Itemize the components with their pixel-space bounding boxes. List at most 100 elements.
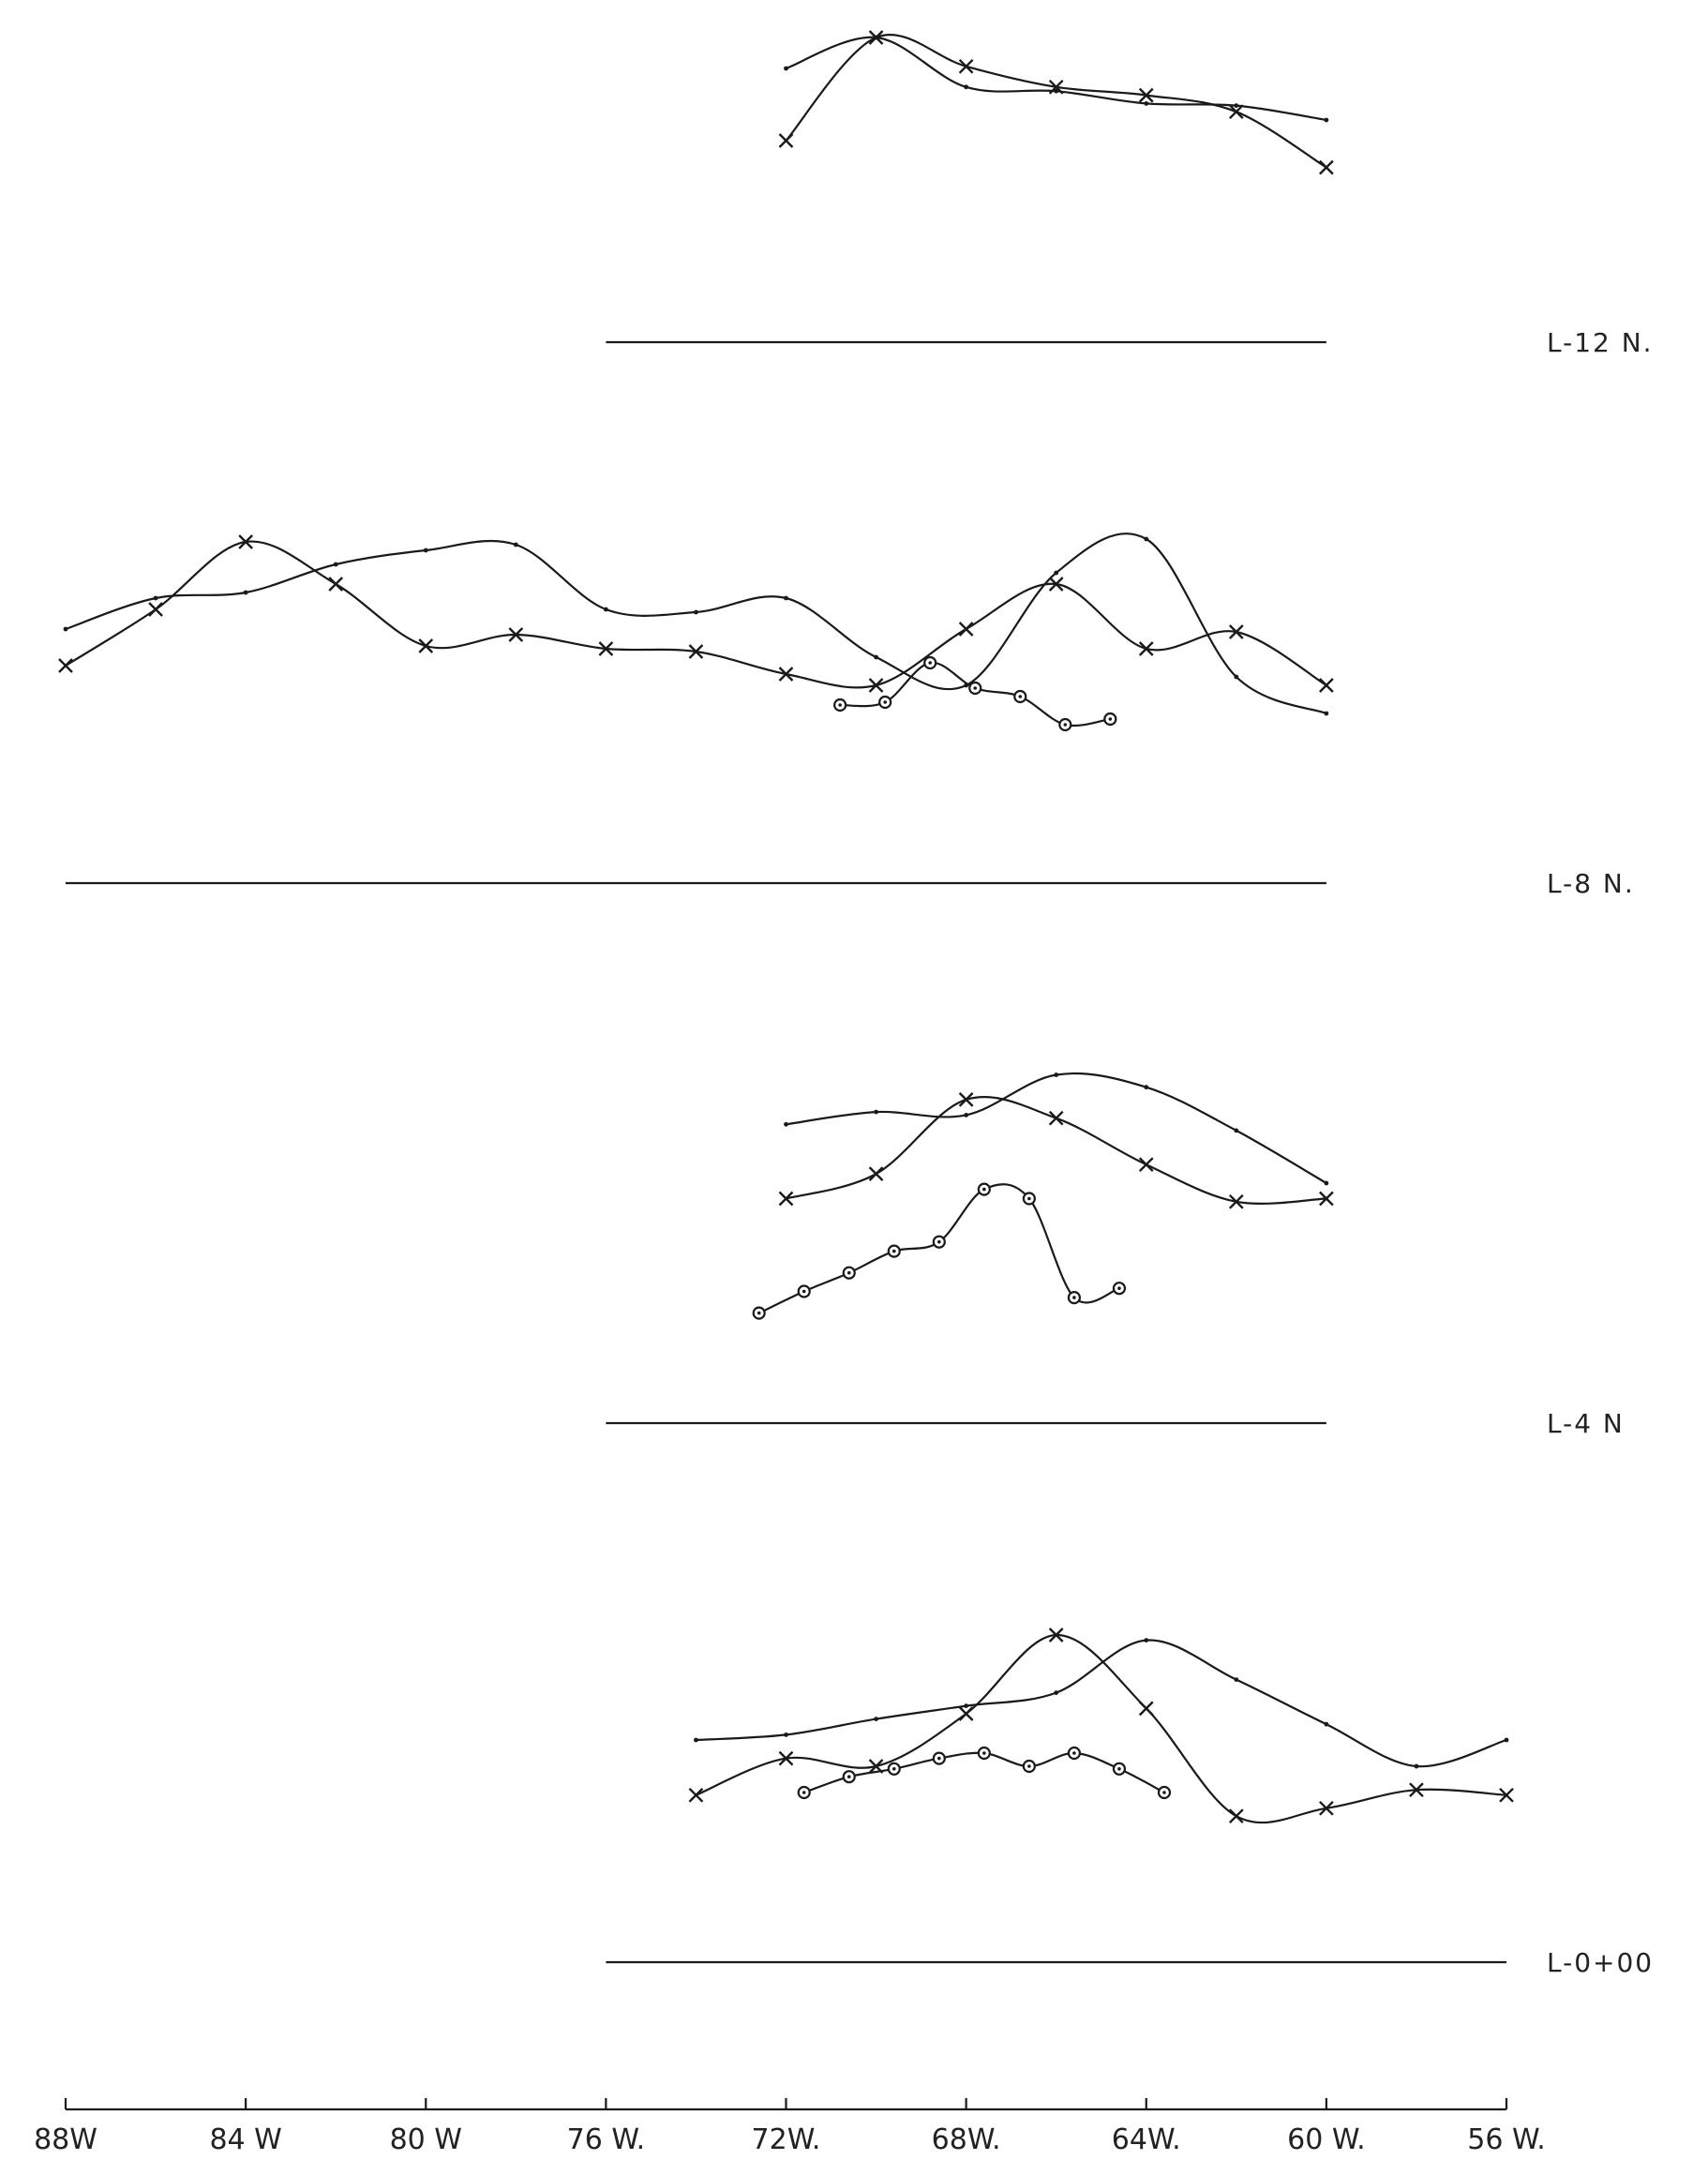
- x-marker-stroke: [238, 534, 253, 549]
- dot-point: [784, 66, 788, 71]
- dot-point: [874, 35, 878, 40]
- circle-dot-marker: [932, 1751, 946, 1765]
- circle-dot-core: [928, 661, 932, 665]
- panels-layer: L-12 N. L-8 N. L-4 N L-0+00: [58, 30, 1652, 1978]
- x-marker: [1319, 1800, 1334, 1816]
- circle-dot-core: [937, 1239, 941, 1244]
- dot-point: [1144, 536, 1149, 542]
- x-tick-label: 76 W.: [567, 2123, 645, 2156]
- circle-dot-core: [1117, 1286, 1121, 1290]
- profile-panel: L-0+00: [606, 1628, 1652, 1978]
- dot-point: [1234, 1128, 1239, 1133]
- dot-point: [1144, 1085, 1149, 1090]
- dot-point: [153, 595, 158, 601]
- x-marker: [1138, 87, 1154, 103]
- circle-dot-core: [1162, 1791, 1166, 1794]
- dot-point: [1234, 1677, 1239, 1682]
- x-marker-stroke: [1138, 641, 1154, 656]
- series-line: [695, 1633, 1507, 1824]
- circle-dot-core: [891, 1767, 896, 1771]
- profile-panel: L-8 N.: [58, 532, 1633, 899]
- series-line: [65, 532, 1327, 715]
- series-line: [65, 540, 1327, 689]
- x-marker-stroke: [418, 638, 434, 653]
- x-marker-stroke: [58, 658, 73, 673]
- x-marker: [1138, 1157, 1154, 1173]
- dot-point: [333, 562, 338, 567]
- x-marker: [958, 1092, 974, 1107]
- circle-dot-core: [802, 1289, 806, 1294]
- x-marker-stroke: [1138, 1701, 1154, 1717]
- x-marker: [58, 658, 73, 673]
- circle-dot-core: [1018, 695, 1023, 698]
- data-series: [688, 1628, 1514, 1824]
- dot-point: [1234, 674, 1239, 680]
- circle-dot-marker: [1067, 1290, 1082, 1305]
- circle-dot-core: [1117, 1767, 1121, 1771]
- circle-dot-marker: [977, 1746, 991, 1761]
- x-marker: [688, 1787, 704, 1803]
- x-marker-stroke: [1319, 678, 1334, 693]
- x-marker-stroke: [1048, 577, 1064, 592]
- x-tick-label: 64W.: [1112, 2123, 1181, 2156]
- circle-dot-marker: [887, 1244, 901, 1258]
- dot-point: [1324, 711, 1329, 716]
- x-marker-stroke: [1319, 1800, 1334, 1816]
- x-tick-label: 56 W.: [1467, 2123, 1545, 2156]
- x-marker-stroke: [1228, 1808, 1244, 1824]
- circle-dot-marker: [887, 1762, 901, 1776]
- x-marker: [1228, 1808, 1244, 1824]
- x-marker-stroke: [688, 1787, 704, 1803]
- x-marker: [1499, 1787, 1514, 1803]
- circle-dot-marker: [932, 1235, 946, 1249]
- dot-point: [1504, 1737, 1509, 1743]
- dot-point: [784, 1121, 788, 1127]
- x-marker: [1319, 678, 1334, 693]
- dot-point: [964, 84, 969, 90]
- data-series: [784, 1072, 1329, 1186]
- x-marker: [868, 1166, 884, 1181]
- x-marker: [958, 622, 974, 637]
- dot-point: [63, 626, 68, 632]
- x-marker-stroke: [1138, 1157, 1154, 1173]
- x-marker-stroke: [688, 644, 704, 659]
- dot-point: [1054, 88, 1059, 94]
- circle-dot-marker: [833, 698, 847, 712]
- x-marker-stroke: [778, 1191, 794, 1207]
- x-marker-stroke: [778, 133, 794, 148]
- x-marker-stroke: [1499, 1787, 1514, 1803]
- x-marker: [778, 667, 794, 682]
- data-series: [63, 532, 1329, 716]
- dot-point: [1234, 103, 1239, 108]
- circle-dot-core: [1027, 1196, 1031, 1201]
- dot-point: [1324, 1721, 1329, 1727]
- dot-point: [603, 607, 608, 612]
- circle-dot-marker: [1067, 1746, 1082, 1761]
- dot-point: [513, 542, 518, 548]
- x-marker-stroke: [1048, 1628, 1064, 1642]
- x-tick-label: 68W.: [932, 2123, 1001, 2156]
- circle-dot-core: [883, 700, 887, 704]
- x-marker: [1228, 624, 1244, 639]
- x-marker-stroke: [1228, 1193, 1244, 1209]
- circle-dot-marker: [797, 1284, 811, 1298]
- dot-point: [874, 654, 878, 660]
- x-marker-stroke: [958, 58, 974, 74]
- dot-point: [784, 1732, 788, 1737]
- x-marker-stroke: [1319, 1191, 1334, 1207]
- circle-dot-core: [973, 686, 978, 690]
- circle-dot-marker: [1157, 1785, 1172, 1800]
- circle-dot-core: [982, 1751, 986, 1755]
- circle-dot-marker: [842, 1266, 856, 1280]
- x-marker: [1138, 641, 1154, 656]
- dot-point: [694, 1737, 698, 1743]
- x-marker: [598, 641, 614, 656]
- dot-point: [243, 590, 248, 595]
- circle-dot-core: [757, 1311, 761, 1315]
- circle-dot-marker: [752, 1306, 766, 1320]
- x-marker-stroke: [1319, 159, 1334, 175]
- profile-panel: L-4 N: [606, 1072, 1623, 1439]
- data-series: [58, 534, 1334, 693]
- data-series: [778, 30, 1334, 175]
- x-marker: [868, 678, 884, 693]
